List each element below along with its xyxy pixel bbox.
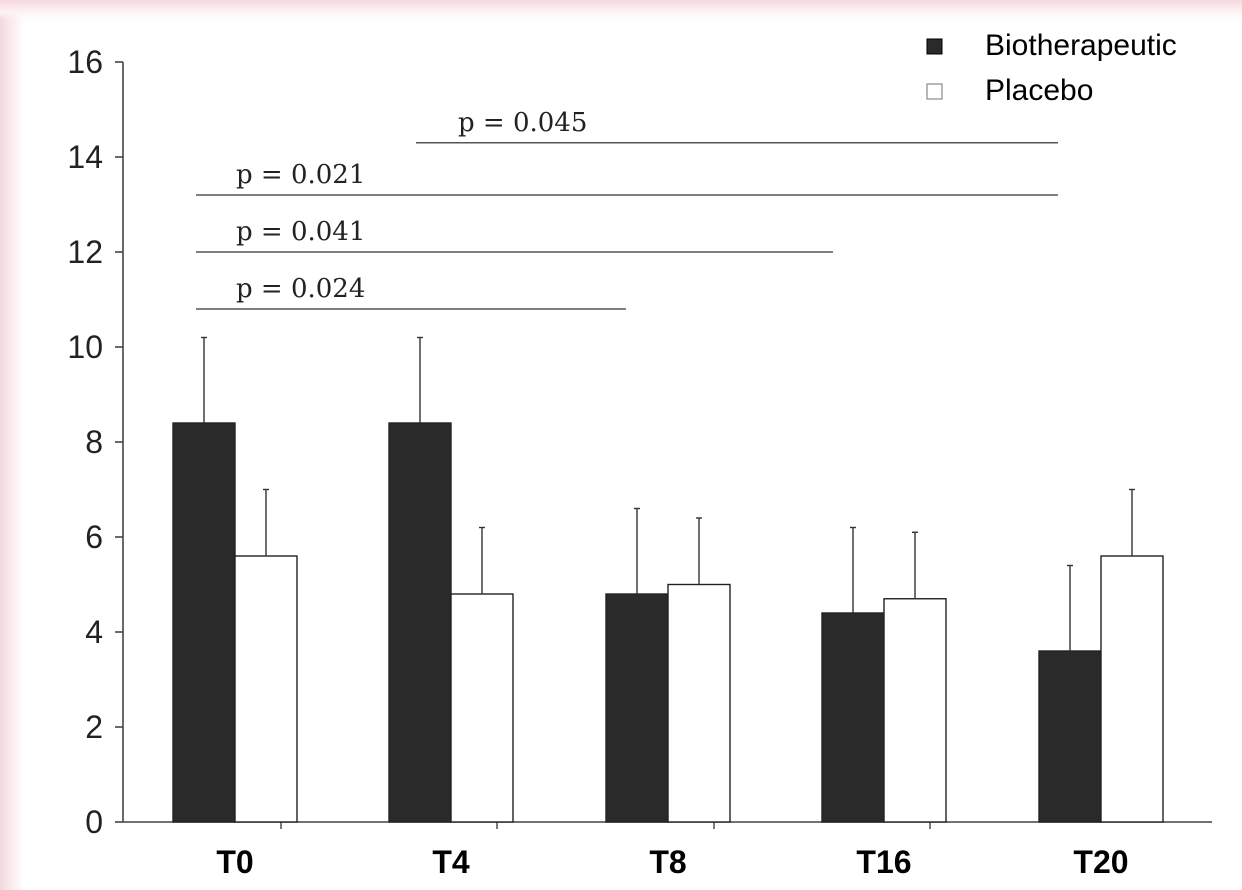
bar-biotherapeutic-t20 <box>1038 650 1102 823</box>
y-tick-label: 4 <box>85 614 103 650</box>
legend-label-biotherapeutic: Biotherapeutic <box>985 29 1177 62</box>
y-tick-label: 0 <box>85 804 103 840</box>
legend-swatch-biotherapeutic <box>926 38 943 55</box>
bar-placebo-t20 <box>1100 555 1164 823</box>
x-tick-label: T20 <box>1073 844 1128 880</box>
bar-biotherapeutic-t0 <box>172 422 236 823</box>
x-tick-label: T16 <box>856 844 911 880</box>
legend-label-placebo: Placebo <box>985 74 1093 107</box>
bar-placebo-t16 <box>883 598 947 823</box>
x-tick-label: T0 <box>216 844 253 880</box>
y-tick-label: 12 <box>67 234 103 270</box>
p-value-label: p = 0.021 <box>236 160 365 190</box>
y-tick-label: 6 <box>85 519 103 555</box>
bar-placebo-t0 <box>234 555 298 823</box>
bar-biotherapeutic-t8 <box>605 593 669 823</box>
y-tick-label: 10 <box>67 329 103 365</box>
y-tick-label: 8 <box>85 424 103 460</box>
y-tick-label: 16 <box>67 44 103 80</box>
x-tick-label: T8 <box>649 844 686 880</box>
legend-swatch-placebo <box>926 83 943 100</box>
x-tick-label: T4 <box>432 844 470 880</box>
bar-biotherapeutic-t16 <box>821 612 885 823</box>
bar-placebo-t8 <box>667 583 731 823</box>
y-tick-label: 2 <box>85 709 103 745</box>
p-value-label: p = 0.024 <box>236 274 365 304</box>
bar-placebo-t4 <box>450 593 514 823</box>
p-value-label: p = 0.045 <box>458 108 587 138</box>
bar-biotherapeutic-t4 <box>388 422 452 823</box>
p-value-label: p = 0.041 <box>236 217 365 247</box>
y-tick-label: 14 <box>67 139 103 175</box>
